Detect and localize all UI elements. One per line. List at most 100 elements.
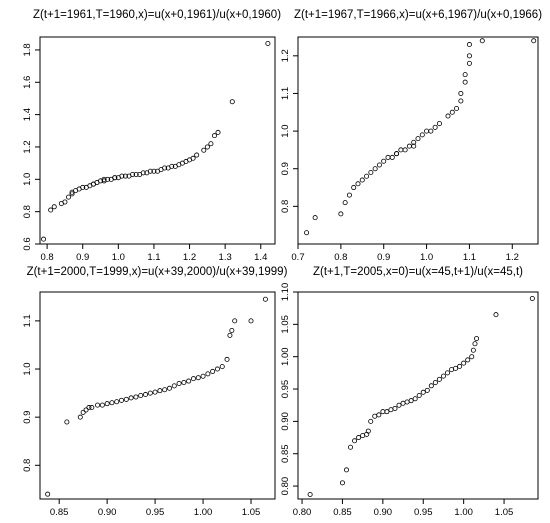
data-point	[265, 40, 271, 46]
data-point	[99, 402, 105, 408]
y-tick-label: 1.8	[22, 43, 33, 56]
plot-frame	[297, 36, 539, 245]
data-point	[204, 144, 210, 150]
y-tick-label: 1.1	[280, 87, 291, 100]
data-point	[408, 398, 414, 404]
data-point	[224, 356, 230, 362]
data-point	[143, 392, 149, 398]
data-point	[104, 401, 110, 407]
data-point	[114, 399, 120, 405]
y-tick-label: 1.2	[280, 49, 291, 62]
x-tick-label: 1.05	[495, 507, 514, 518]
data-point	[454, 106, 460, 112]
data-point	[65, 194, 71, 200]
data-point	[147, 390, 153, 396]
x-tick-label: 1.0	[420, 252, 433, 263]
data-point	[201, 147, 207, 153]
x-tick-label: 0.80	[293, 507, 312, 518]
data-point	[432, 124, 438, 130]
panel-2: Z(t+1=1967,T=1966,x)=u(x+6,1967)/u(x+0,1…	[280, 9, 542, 263]
data-point	[404, 399, 410, 405]
data-point	[436, 376, 442, 382]
y-tick-label: 1.1	[22, 314, 33, 327]
data-point	[128, 395, 134, 401]
data-point	[229, 328, 235, 334]
data-point	[45, 491, 51, 497]
data-point	[398, 147, 404, 153]
y-tick-label: 0.8	[22, 205, 33, 218]
data-point	[342, 200, 348, 206]
data-point	[109, 400, 115, 406]
y-tick-label: 0.6	[22, 237, 33, 250]
data-point	[307, 491, 313, 497]
data-point	[376, 162, 382, 168]
y-tick-label: 0.95	[280, 380, 291, 399]
y-tick-label: 1.4	[22, 108, 33, 121]
data-point	[355, 181, 361, 187]
data-point	[359, 177, 365, 183]
data-point	[415, 136, 421, 142]
data-point	[229, 99, 235, 105]
x-tick-label: 0.7	[291, 252, 304, 263]
data-point	[211, 133, 217, 139]
data-point	[171, 383, 177, 389]
data-point	[147, 168, 153, 174]
data-point	[304, 230, 310, 236]
data-point	[80, 409, 86, 415]
panel-title: Z(t+1=2000,T=1999,x)=u(x+39,2000)/u(x+39…	[27, 266, 288, 278]
data-point	[166, 385, 172, 391]
data-point	[169, 163, 175, 169]
data-point	[133, 171, 139, 177]
data-point	[215, 129, 221, 135]
data-point	[112, 175, 118, 181]
panel-title: Z(t+1=1961,T=1960,x)=u(x+0,1961)/u(x+0,1…	[33, 9, 281, 21]
data-point	[436, 121, 442, 127]
y-tick-label: 1.0	[22, 362, 33, 375]
data-point	[368, 169, 374, 175]
x-tick-label: 1.0	[112, 252, 125, 263]
data-point	[51, 204, 57, 210]
data-point	[432, 380, 438, 386]
data-point	[472, 341, 478, 347]
data-point	[385, 154, 391, 160]
data-point	[80, 184, 86, 190]
data-point	[529, 295, 535, 301]
data-point	[232, 318, 238, 324]
data-point	[351, 185, 357, 191]
y-tick-label: 1.6	[22, 76, 33, 89]
x-tick-label: 0.95	[146, 507, 165, 518]
data-point	[465, 357, 471, 363]
y-tick-label: 1.00	[280, 347, 291, 366]
data-point	[138, 392, 144, 398]
x-tick-label: 1.00	[454, 507, 473, 518]
data-point	[493, 312, 499, 318]
data-point	[122, 173, 128, 179]
y-tick-label: 1.0	[22, 173, 33, 186]
data-point	[227, 332, 233, 338]
data-point	[381, 158, 387, 164]
data-point	[392, 405, 398, 411]
data-point	[416, 392, 422, 398]
data-point	[208, 141, 214, 147]
data-point	[428, 128, 434, 134]
data-point	[248, 318, 254, 324]
data-point	[205, 371, 211, 377]
plot-frame	[297, 291, 539, 500]
data-point	[123, 396, 129, 402]
data-point	[210, 368, 216, 374]
data-point	[411, 139, 417, 145]
data-point	[458, 98, 464, 104]
panel-title: Z(t+1,T=2005,x=0)=u(x=45,t+1)/u(x=45,t)	[313, 266, 523, 278]
data-point	[469, 354, 475, 360]
data-point	[449, 367, 455, 373]
x-tick-label: 1.2	[506, 252, 519, 263]
y-tick-label: 0.9	[280, 162, 291, 175]
data-point	[352, 438, 358, 444]
data-point	[130, 171, 136, 177]
data-point	[262, 296, 268, 302]
data-point	[420, 389, 426, 395]
panel-1: Z(t+1=1961,T=1960,x)=u(x+0,1961)/u(x+0,1…	[22, 9, 281, 263]
data-point	[200, 373, 206, 379]
data-point	[62, 199, 68, 205]
data-point	[195, 375, 201, 381]
